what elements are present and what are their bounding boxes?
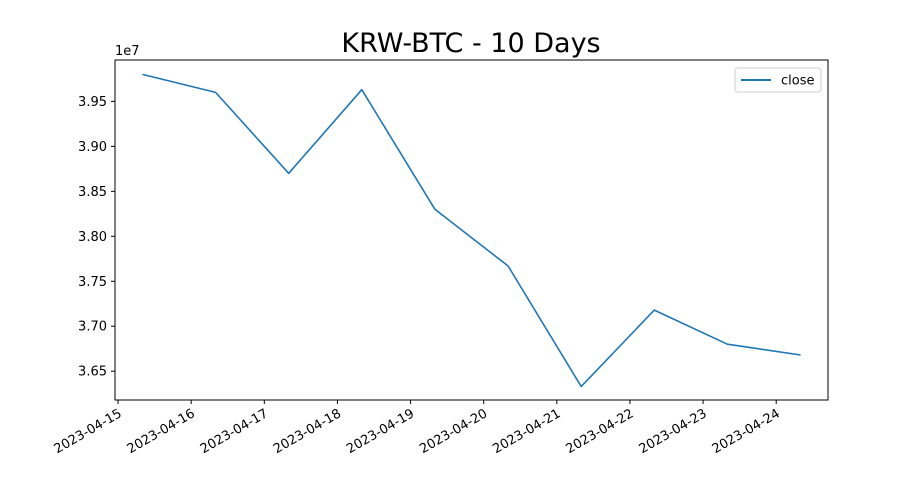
y-tick-label: 3.95: [78, 95, 107, 110]
plot-frame: [114, 59, 829, 401]
y-tick-label: 3.85: [78, 185, 107, 200]
y-offset-label: 1e7: [115, 44, 140, 59]
chart-title: KRW-BTC - 10 Days: [341, 28, 600, 59]
y-tick-label: 3.65: [78, 365, 107, 380]
y-tick-label: 3.90: [78, 140, 107, 155]
series-line-close: [142, 73, 801, 388]
legend-box: [734, 67, 822, 93]
legend-label-close: close: [781, 74, 814, 89]
lines-layer: [142, 73, 801, 388]
legend: close: [734, 67, 822, 93]
y-tick-label: 3.80: [78, 230, 107, 245]
y-tick-label: 3.70: [78, 320, 107, 335]
plot-area: [115, 60, 828, 400]
y-tick-label: 3.75: [78, 275, 107, 290]
